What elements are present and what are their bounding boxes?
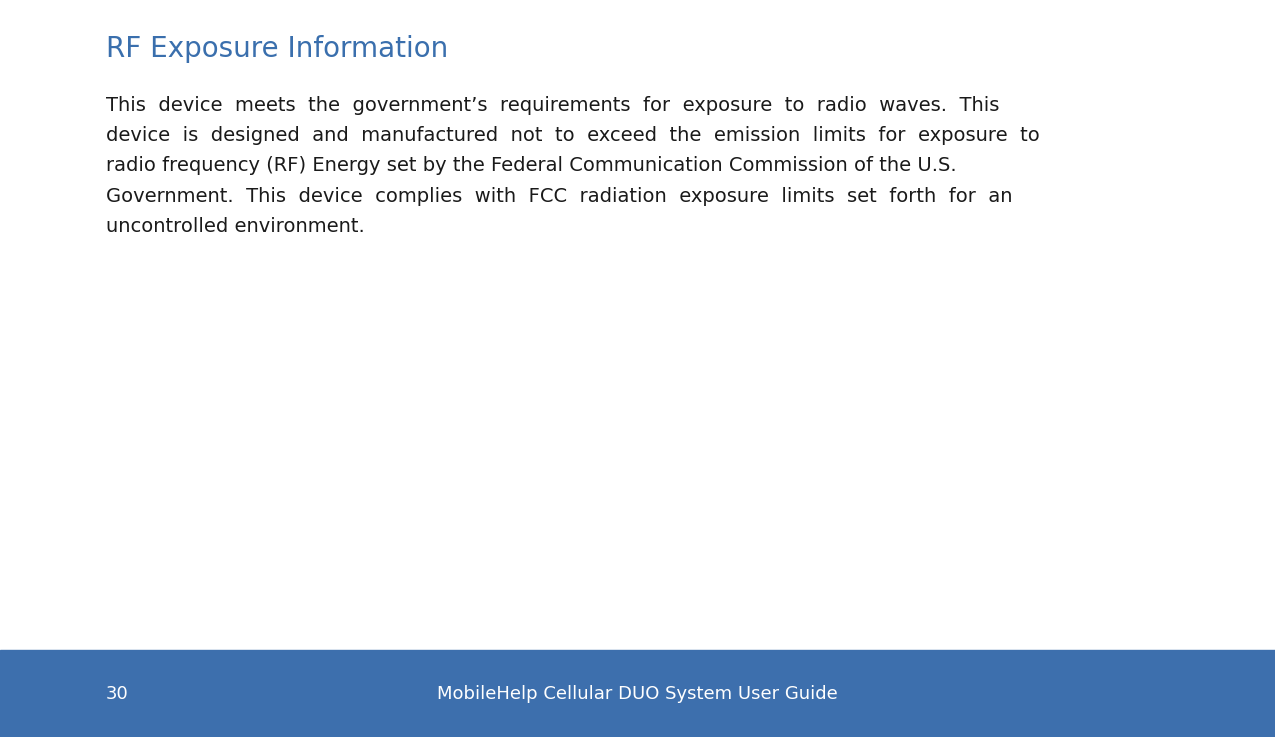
Text: MobileHelp Cellular DUO System User Guide: MobileHelp Cellular DUO System User Guid… bbox=[437, 685, 838, 702]
Text: RF Exposure Information: RF Exposure Information bbox=[106, 35, 448, 63]
Text: This  device  meets  the  government’s  requirements  for  exposure  to  radio  : This device meets the government’s requi… bbox=[106, 96, 1039, 236]
Text: 30: 30 bbox=[106, 685, 129, 702]
Bar bbox=[0, 650, 1275, 737]
